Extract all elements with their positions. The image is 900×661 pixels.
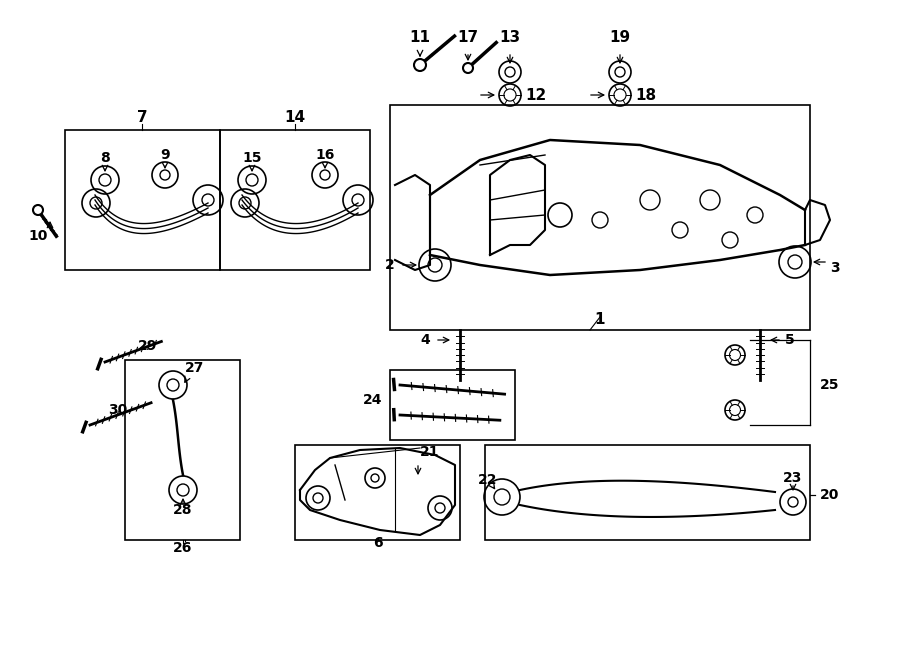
Text: 28: 28 [173, 503, 193, 517]
Text: 1: 1 [595, 313, 605, 327]
Text: 5: 5 [785, 333, 795, 347]
Text: 8: 8 [100, 151, 110, 165]
Bar [65, 130, 220, 270]
Text: 25: 25 [820, 378, 840, 392]
Text: 4: 4 [420, 333, 430, 347]
Text: 29: 29 [139, 339, 158, 353]
Circle shape [463, 63, 473, 73]
Text: 23: 23 [783, 471, 803, 485]
Text: 7: 7 [137, 110, 148, 126]
Text: 16: 16 [315, 148, 335, 162]
Text: 14: 14 [284, 110, 306, 126]
Text: 24: 24 [363, 393, 382, 407]
Text: 20: 20 [820, 488, 840, 502]
Bar [220, 130, 370, 270]
Bar [125, 360, 240, 540]
Text: 22: 22 [478, 473, 498, 487]
Text: 11: 11 [410, 30, 430, 46]
Text: 19: 19 [609, 30, 631, 46]
Text: 10: 10 [28, 229, 48, 243]
Text: 12: 12 [525, 87, 546, 102]
Bar [390, 370, 515, 440]
Text: 30: 30 [108, 403, 128, 417]
Text: 2: 2 [385, 258, 395, 272]
Text: 13: 13 [500, 30, 520, 46]
Bar [485, 445, 810, 540]
Text: 26: 26 [174, 541, 193, 555]
Text: 27: 27 [185, 361, 204, 375]
Text: 18: 18 [635, 87, 656, 102]
Circle shape [414, 59, 426, 71]
Text: 15: 15 [242, 151, 262, 165]
Text: 9: 9 [160, 148, 170, 162]
Text: 21: 21 [420, 445, 440, 459]
Text: 17: 17 [457, 30, 479, 46]
Text: 6: 6 [374, 536, 382, 550]
Circle shape [33, 205, 43, 215]
Text: 3: 3 [830, 261, 840, 275]
Bar [295, 445, 460, 540]
Bar [390, 105, 810, 330]
